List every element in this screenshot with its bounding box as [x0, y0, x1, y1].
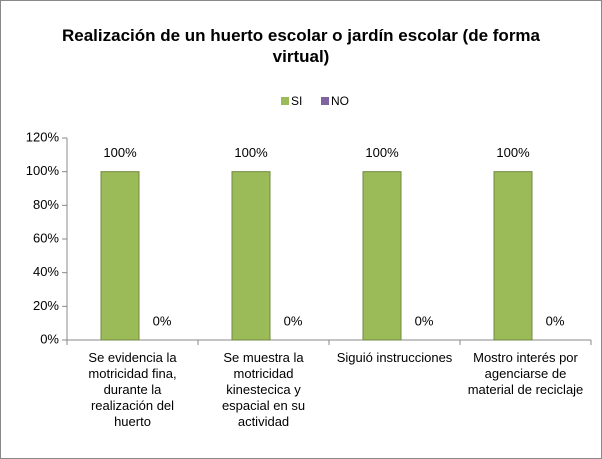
- chart-title: Realización de un huerto escolar o jardí…: [61, 26, 541, 66]
- bar: [362, 171, 402, 341]
- legend-label: SI: [291, 94, 302, 108]
- data-label: 0%: [546, 313, 565, 328]
- bar: [231, 171, 271, 341]
- x-tick-label: Mostro interés por agenciarse de materia…: [467, 350, 584, 397]
- y-tick-label: 60%: [33, 230, 59, 245]
- y-tick-label: 0%: [40, 331, 59, 346]
- x-tick-label: Siguió instrucciones: [336, 350, 453, 365]
- y-tick-label: 20%: [33, 298, 59, 313]
- data-label: 100%: [365, 145, 399, 160]
- y-tick-label: 80%: [33, 197, 59, 212]
- data-label: 0%: [153, 313, 172, 328]
- data-label: 100%: [496, 145, 530, 160]
- legend-swatch: [321, 97, 329, 105]
- x-tick-label: Se evidencia la motricidad fina, durante…: [88, 350, 177, 429]
- legend-swatch: [281, 97, 289, 105]
- y-tick-label: 120%: [26, 129, 60, 144]
- y-tick-label: 40%: [33, 264, 59, 279]
- y-tick-label: 100%: [26, 163, 60, 178]
- data-label: 100%: [103, 145, 137, 160]
- bar: [100, 171, 140, 341]
- data-label: 0%: [415, 313, 434, 328]
- x-tick-label: Se muestra la motricidad kinestecica y e…: [221, 350, 306, 429]
- legend-label: NO: [331, 94, 349, 108]
- data-label: 100%: [234, 145, 268, 160]
- bar: [493, 171, 533, 341]
- data-label: 0%: [284, 313, 303, 328]
